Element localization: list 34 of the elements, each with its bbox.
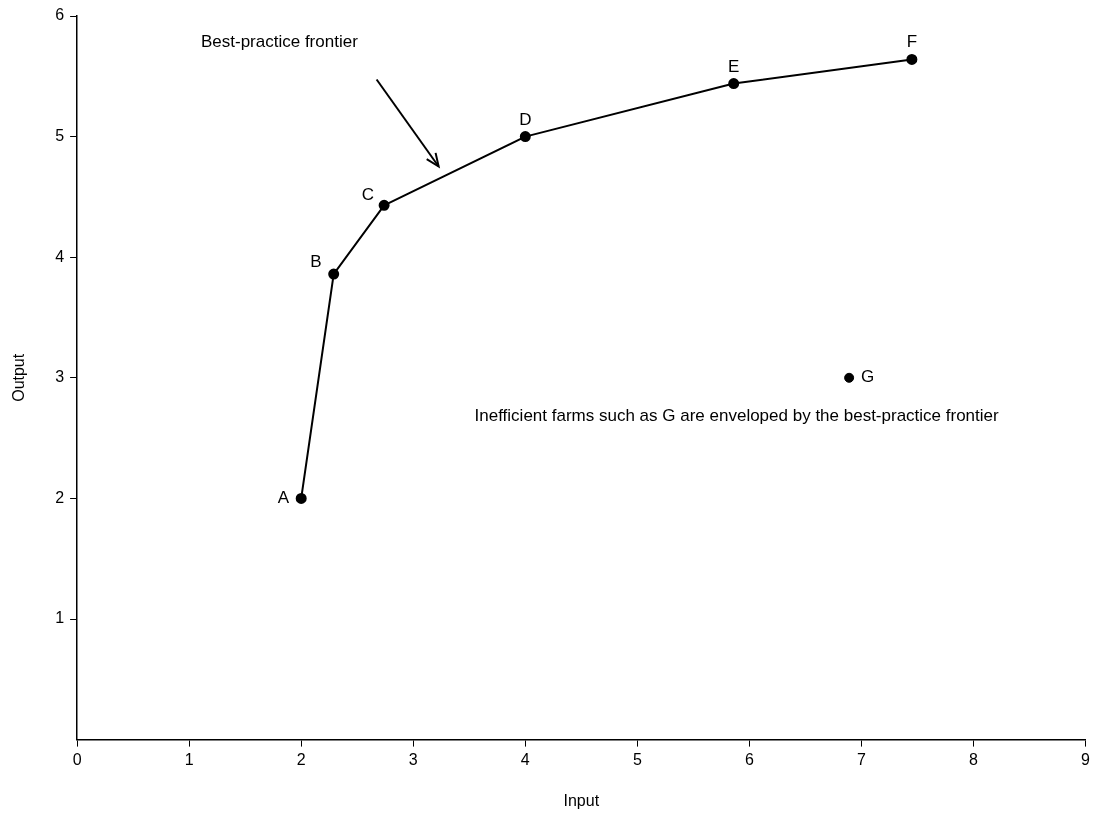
x-tick-label: 7 (857, 750, 866, 768)
y-axis-title: Output (10, 353, 28, 402)
point (519, 131, 531, 143)
x-tick-label: 0 (72, 750, 82, 768)
annotation: Best-practice frontier (200, 32, 359, 52)
x-tick-label: 8 (969, 750, 979, 768)
x-tick-label: 1 (184, 750, 194, 768)
annotation: Inefficient farms such as G are enveloped by the best-practice frontier (474, 405, 1000, 425)
annotation: D (519, 110, 532, 130)
y-tick-label: 4 (55, 247, 65, 265)
point (378, 199, 390, 211)
x-tick-label: 9 (1081, 750, 1091, 768)
point (844, 372, 855, 383)
annotation: G (861, 367, 875, 387)
x-axis-title: Input (563, 791, 600, 809)
y-tick-label: 5 (55, 127, 65, 145)
point (906, 53, 918, 65)
annotation: B (310, 251, 322, 271)
x-tick-label: 4 (520, 750, 530, 768)
annotation: A (277, 488, 290, 508)
x-tick-label: 5 (632, 750, 642, 768)
y-tick-label: 3 (55, 368, 65, 386)
y-tick-label: 1 (55, 609, 65, 627)
annotation: C (361, 185, 375, 205)
x-tick-label: 6 (744, 750, 754, 768)
annotation: E (728, 57, 740, 77)
y-tick-label: 2 (55, 488, 65, 506)
point (295, 492, 307, 504)
y-tick-label: 6 (55, 6, 65, 24)
point (328, 268, 340, 280)
x-tick-label: 2 (296, 750, 306, 768)
point (728, 78, 740, 90)
annotation: F (906, 32, 918, 52)
x-tick-label: 3 (408, 750, 418, 768)
